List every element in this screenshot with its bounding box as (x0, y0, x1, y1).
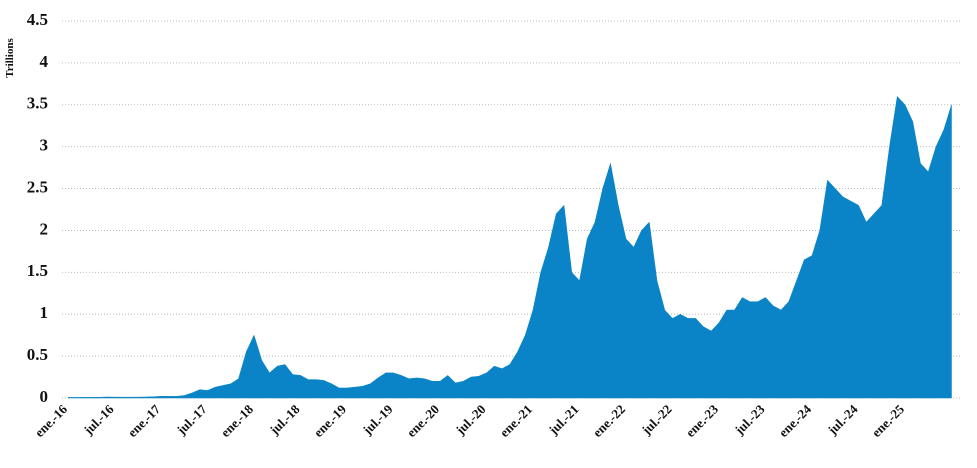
x-tick-label: ene.-16 (32, 401, 71, 440)
y-axis-label: Trillions (4, 38, 16, 78)
x-tick-label: jul.-19 (359, 401, 396, 438)
x-tick-label: jul.-17 (173, 401, 210, 438)
x-tick-label: ene.-17 (125, 401, 164, 440)
x-tick-label: jul.-22 (638, 402, 675, 439)
y-tick-label: 3.5 (27, 94, 48, 113)
x-tick-label: jul.-18 (266, 401, 303, 438)
x-tick-label: ene.-21 (497, 402, 535, 440)
x-tick-label: jul.-16 (80, 401, 117, 438)
y-tick-label: 1 (40, 303, 49, 322)
y-tick-label: 0 (40, 387, 49, 406)
y-tick-label: 2.5 (27, 177, 48, 196)
area (67, 95, 952, 399)
y-tick-label: 4.5 (27, 10, 48, 29)
x-tick-label: jul.-23 (731, 401, 768, 438)
x-tick-label: ene.-20 (404, 402, 442, 440)
x-tick-label: ene.-19 (311, 401, 350, 440)
y-tick-label: 4 (40, 52, 49, 71)
y-tick-label: 0.5 (27, 345, 48, 364)
x-tick-label: ene.-24 (776, 401, 815, 440)
y-tick-label: 1.5 (27, 261, 48, 280)
y-tick-label: 2 (40, 219, 49, 238)
x-tick-label: jul.-24 (824, 401, 861, 438)
x-tick-label: ene.-18 (218, 401, 257, 440)
x-tick-label: ene.-23 (683, 401, 722, 440)
x-tick-label: ene.-22 (590, 402, 628, 440)
x-tick-label: ene.-25 (869, 401, 908, 440)
x-tick-label: jul.-20 (452, 402, 489, 439)
y-tick-label: 3 (40, 136, 49, 155)
x-tick-label: jul.-21 (545, 402, 582, 439)
